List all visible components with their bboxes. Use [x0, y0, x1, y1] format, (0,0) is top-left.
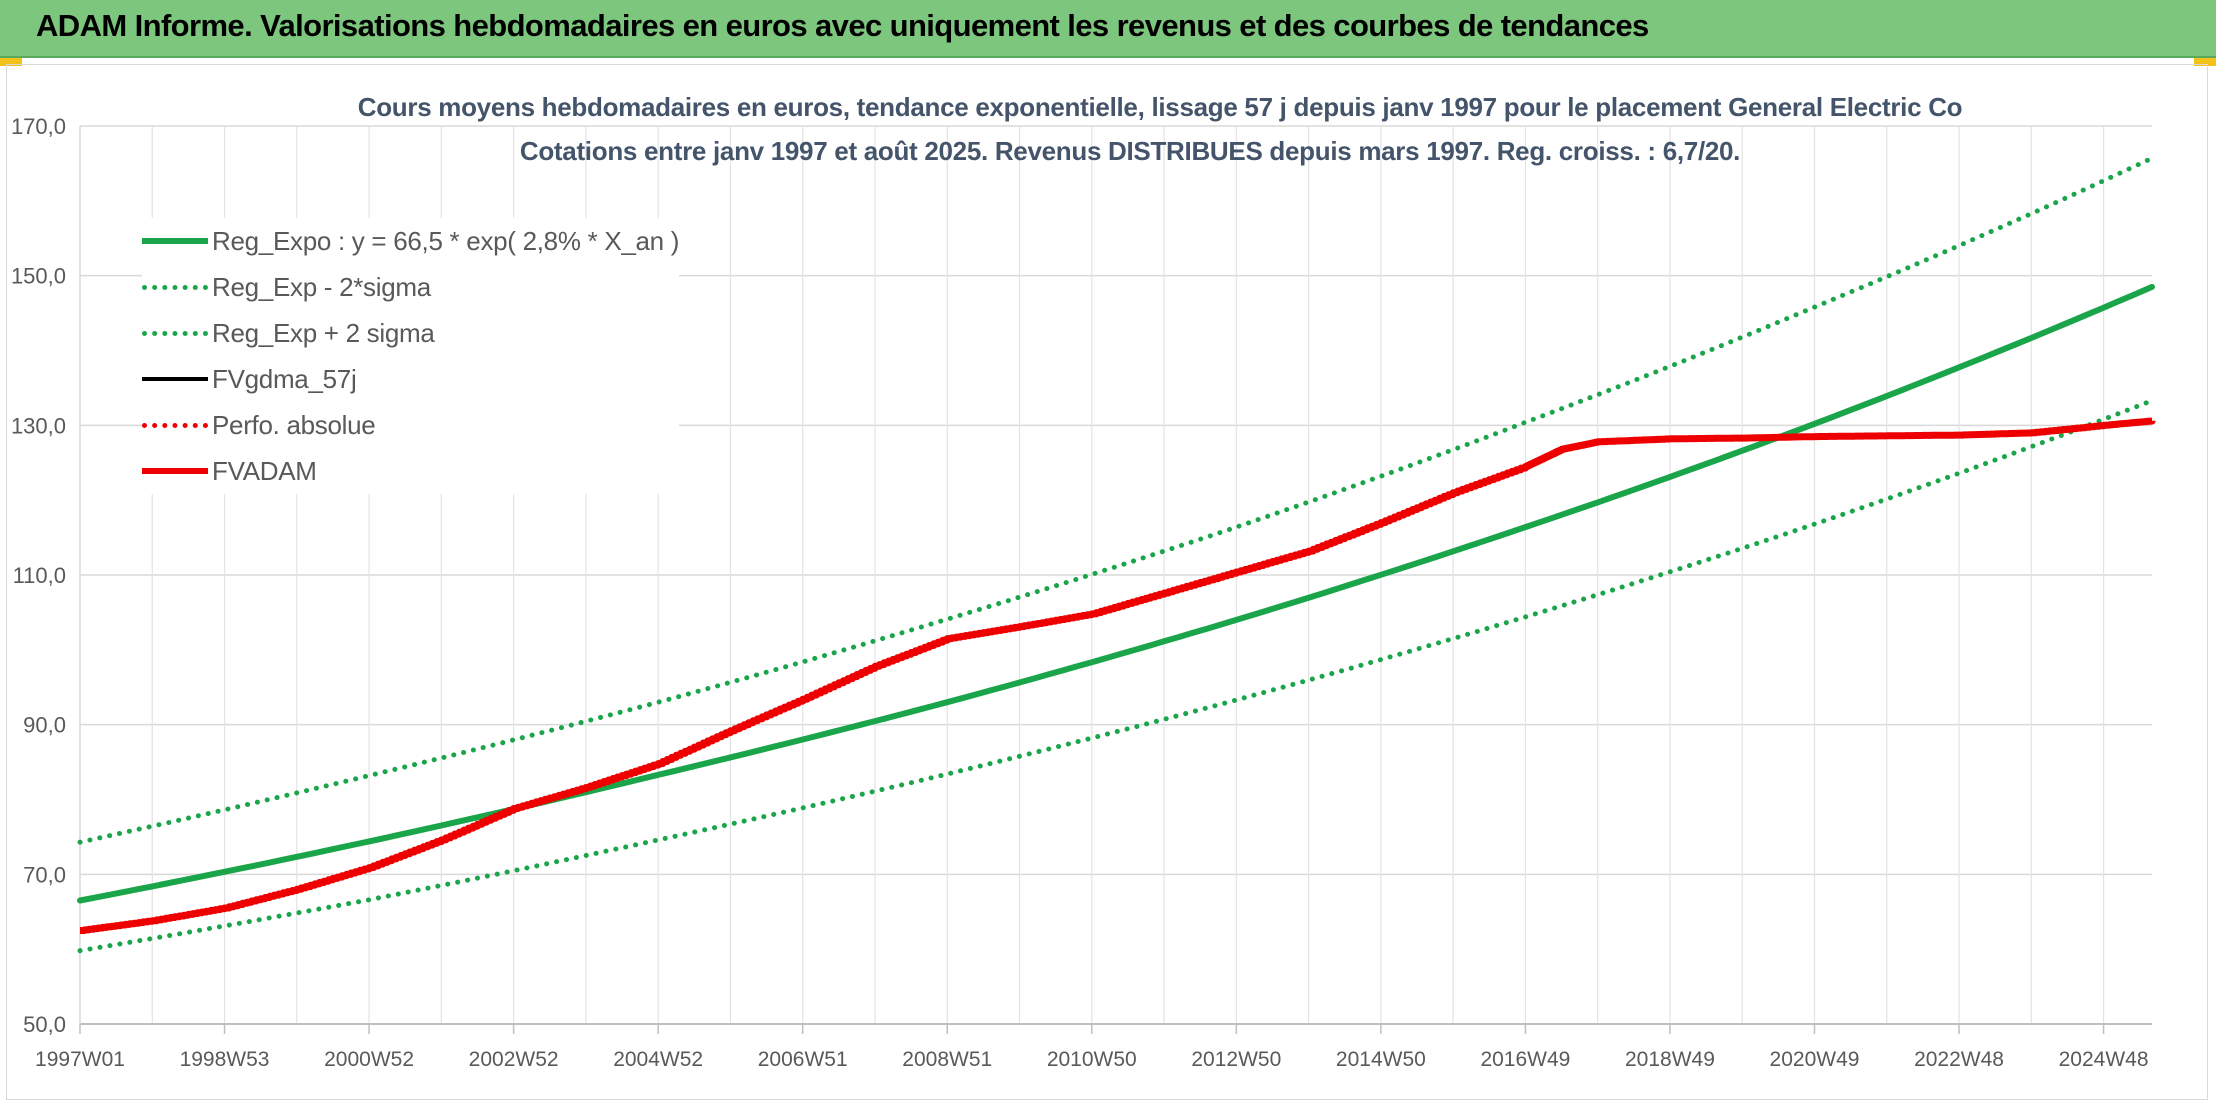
series-line-2 [77, 155, 2155, 845]
x-tick-label: 2014W50 [1336, 1048, 1426, 1071]
x-tick-label: 2006W51 [758, 1048, 848, 1071]
y-tick-label: 110,0 [13, 563, 66, 588]
bottom-edge [0, 1100, 2216, 1106]
legend-item: Reg_Exp - 2*sigma [142, 264, 679, 310]
legend-label: Reg_Exp - 2*sigma [212, 271, 431, 302]
y-tick-label: 150,0 [11, 264, 66, 289]
series-line-0 [77, 283, 2155, 904]
legend-label: Reg_Expo : y = 66,5 * exp( 2,8% * X_an ) [212, 225, 680, 256]
legend-label: Reg_Exp + 2 sigma [212, 317, 435, 348]
legend-swatch [142, 422, 208, 428]
y-tick-label: 70,0 [23, 862, 66, 887]
x-tick-labels: 1997W01 1998W53 2000W52 2002W52 2004W52 2006W… [35, 1048, 2148, 1071]
series-line-1 [77, 398, 2155, 954]
legend-label: FVgdma_57j [212, 363, 357, 394]
chart-subtitle: Cotations entre janv 1997 et août 2025. … [519, 136, 1741, 166]
chart-legend: Reg_Expo : y = 66,5 * exp( 2,8% * X_an )… [142, 218, 679, 494]
chart-title: Cours moyens hebdomadaires en euros, ten… [357, 92, 1963, 122]
x-tick-label: 2020W49 [1770, 1048, 1860, 1071]
chart-area [6, 64, 2208, 1100]
x-tick-label: 2022W48 [1914, 1048, 2004, 1071]
legend-label: FVADAM [212, 455, 317, 486]
x-tick-label: 2012W50 [1191, 1048, 1281, 1071]
x-tick-label: 1997W01 [35, 1048, 125, 1071]
legend-swatch [142, 330, 208, 336]
legend-swatch [142, 284, 208, 290]
x-tick-label: 2018W49 [1625, 1048, 1715, 1071]
axes [79, 126, 2152, 1034]
legend-swatch [142, 377, 208, 381]
legend-item: Reg_Exp + 2 sigma [142, 310, 679, 356]
x-tick-label: 2008W51 [902, 1048, 992, 1071]
y-tick-label: 170,0 [11, 114, 66, 139]
report-title: ADAM Informe. Valorisations hebdomadaire… [36, 8, 1649, 43]
legend-item: Reg_Expo : y = 66,5 * exp( 2,8% * X_an ) [142, 218, 679, 264]
x-tick-label: 1998W53 [180, 1048, 270, 1071]
y-tick-label: 50,0 [23, 1012, 66, 1037]
x-tick-label: 2024W48 [2059, 1048, 2149, 1071]
legend-label: Perfo. absolue [212, 409, 376, 440]
y-tick-label: 90,0 [23, 713, 66, 738]
banner-corner-accent-right [2194, 58, 2216, 66]
x-tick-label: 2016W49 [1480, 1048, 1570, 1071]
x-tick-label: 2000W52 [324, 1048, 414, 1071]
x-tick-label: 2004W52 [613, 1048, 703, 1071]
legend-item: FVADAM [142, 448, 679, 494]
y-tick-label: 130,0 [11, 413, 66, 438]
y-tick-labels: 50,0 70,0 90,0 110,0 130,0 150,0 170,0 [11, 114, 66, 1037]
legend-swatch [142, 468, 208, 474]
legend-swatch [142, 238, 208, 244]
x-tick-label: 2010W50 [1047, 1048, 1137, 1071]
series-lines [77, 155, 2156, 954]
series-line-5 [80, 417, 2156, 934]
banner-corner-accent-left [0, 58, 22, 66]
legend-item: Perfo. absolue [142, 402, 679, 448]
legend-item: FVgdma_57j [142, 356, 679, 402]
report-banner: ADAM Informe. Valorisations hebdomadaire… [0, 0, 2216, 58]
x-tick-label: 2002W52 [469, 1048, 559, 1071]
